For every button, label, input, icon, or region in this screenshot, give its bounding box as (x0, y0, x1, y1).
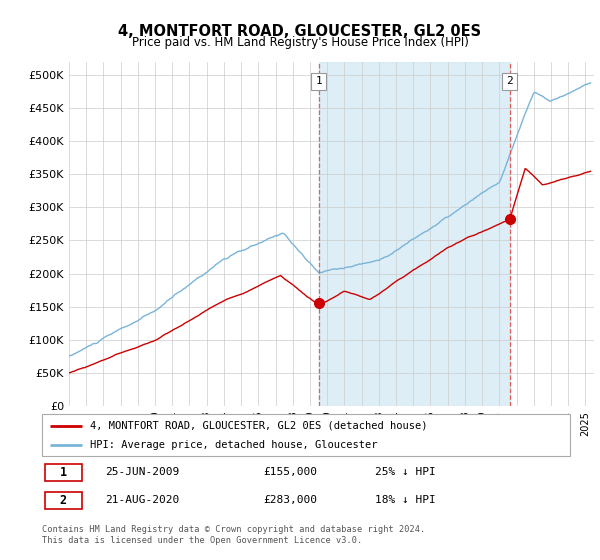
Text: 2: 2 (59, 494, 67, 507)
Bar (319, 62, 509, 406)
FancyBboxPatch shape (42, 414, 570, 456)
Text: £283,000: £283,000 (264, 496, 318, 506)
Text: 18% ↓ HPI: 18% ↓ HPI (374, 496, 436, 506)
Text: 1: 1 (315, 77, 322, 86)
Text: Contains HM Land Registry data © Crown copyright and database right 2024.
This d: Contains HM Land Registry data © Crown c… (42, 525, 425, 545)
FancyBboxPatch shape (44, 492, 82, 508)
FancyBboxPatch shape (44, 464, 82, 480)
Text: £155,000: £155,000 (264, 467, 318, 477)
Text: Price paid vs. HM Land Registry's House Price Index (HPI): Price paid vs. HM Land Registry's House … (131, 36, 469, 49)
Text: 25% ↓ HPI: 25% ↓ HPI (374, 467, 436, 477)
Text: 4, MONTFORT ROAD, GLOUCESTER, GL2 0ES (detached house): 4, MONTFORT ROAD, GLOUCESTER, GL2 0ES (d… (89, 421, 427, 431)
Text: 2: 2 (506, 77, 513, 86)
Text: 21-AUG-2020: 21-AUG-2020 (106, 496, 179, 506)
Text: HPI: Average price, detached house, Gloucester: HPI: Average price, detached house, Glou… (89, 440, 377, 450)
Text: 1: 1 (59, 466, 67, 479)
Text: 4, MONTFORT ROAD, GLOUCESTER, GL2 0ES: 4, MONTFORT ROAD, GLOUCESTER, GL2 0ES (118, 24, 482, 39)
Text: 25-JUN-2009: 25-JUN-2009 (106, 467, 179, 477)
